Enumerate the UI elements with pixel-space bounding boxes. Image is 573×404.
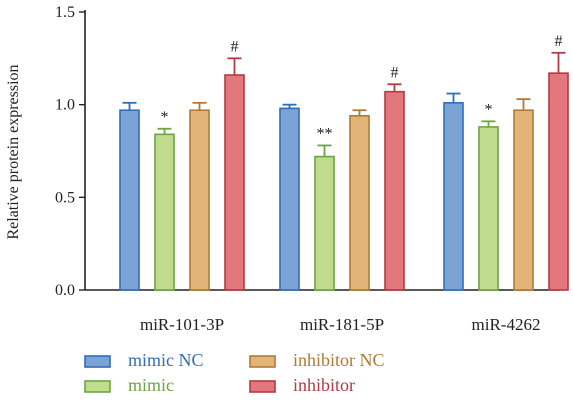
significance-label: # xyxy=(555,33,563,50)
y-tick-label: 1.0 xyxy=(55,97,75,114)
legend-label: mimic NC xyxy=(128,350,204,370)
legend-label: inhibitor NC xyxy=(293,350,385,370)
bar xyxy=(548,72,569,291)
bar xyxy=(513,109,534,291)
bar xyxy=(279,107,300,291)
y-tick-label: 0.0 xyxy=(55,282,75,299)
significance-label: # xyxy=(231,38,239,55)
legend-swatch xyxy=(84,355,111,368)
bar xyxy=(189,109,210,291)
legend-label: mimic xyxy=(128,375,174,395)
significance-label: # xyxy=(391,64,399,81)
plot-area: 0.0 0.5 1.0 1.5 * # miR-101-3P ** # miR-181-5P * # m… xyxy=(55,4,569,334)
x-tick-label: miR-101-3P xyxy=(140,315,224,334)
bar xyxy=(384,90,405,291)
bar xyxy=(119,109,140,291)
y-tick-label: 1.5 xyxy=(55,4,75,21)
legend-label: inhibitor xyxy=(293,375,355,395)
bar xyxy=(478,126,499,291)
legend-swatch xyxy=(84,380,111,393)
x-tick-label: miR-4262 xyxy=(472,315,541,334)
y-tick-label: 0.5 xyxy=(55,189,75,206)
significance-label: * xyxy=(485,101,493,118)
bar xyxy=(349,114,370,291)
y-axis-label: Relative protein expression xyxy=(5,64,22,239)
x-tick-label: miR-181-5P xyxy=(300,315,384,334)
bar xyxy=(443,102,464,291)
legend: mimic NC mimic inhibitor NC inhibitor xyxy=(84,350,385,395)
bar xyxy=(224,74,245,291)
significance-label: * xyxy=(161,109,169,126)
bar xyxy=(314,155,335,291)
significance-label: ** xyxy=(317,125,333,142)
bar xyxy=(154,133,175,291)
legend-swatch xyxy=(249,380,276,393)
legend-swatch xyxy=(249,355,276,368)
